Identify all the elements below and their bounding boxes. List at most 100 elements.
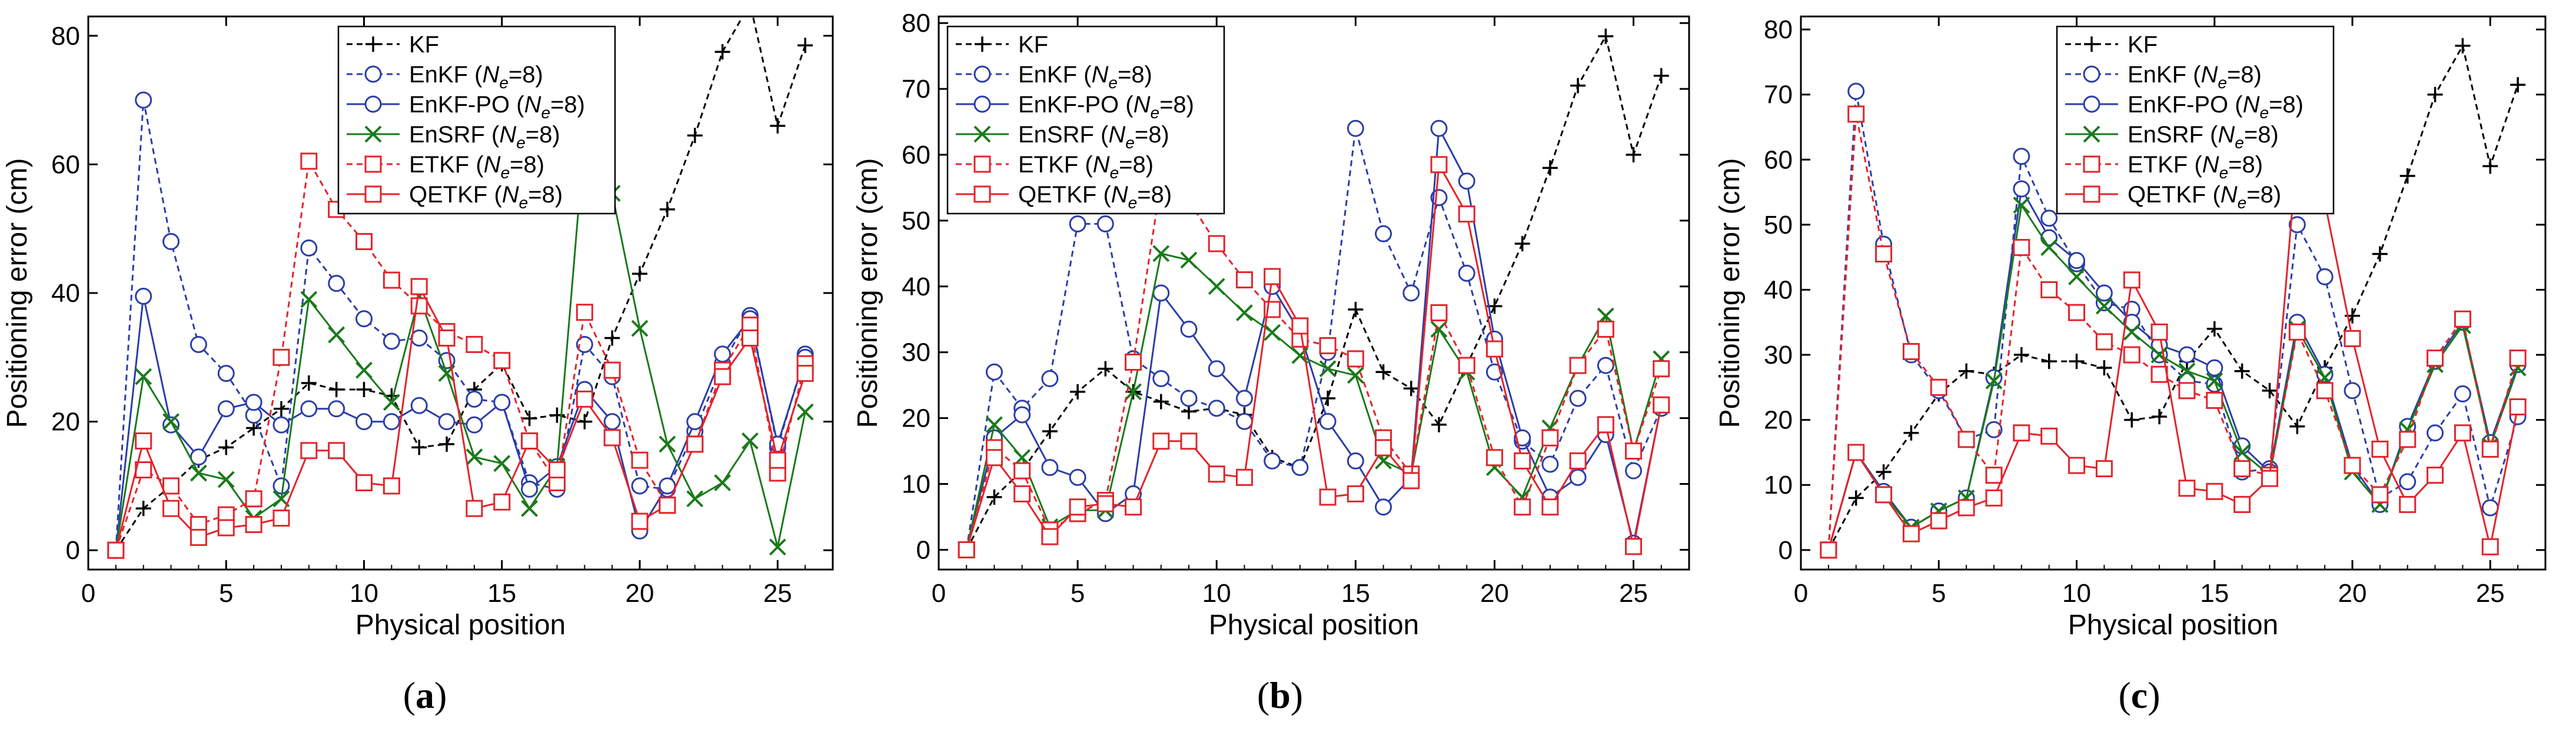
legend-subscript: e xyxy=(1125,134,1135,152)
x-tick-label: 0 xyxy=(932,579,946,608)
data-point-qetkf xyxy=(1319,488,1337,506)
legend-marker-enkf xyxy=(364,65,382,83)
data-point-qetkf xyxy=(1902,525,1920,542)
legend-symbol: N xyxy=(524,92,541,118)
data-point-qetkf xyxy=(958,541,975,558)
legend-label-name: EnKF ( xyxy=(409,62,483,88)
data-point-enkf xyxy=(1402,284,1420,302)
legend-label-suffix: =8) xyxy=(1135,122,1169,148)
legend-symbol: N xyxy=(2202,152,2219,178)
legend-label-suffix: =8) xyxy=(1137,182,1172,208)
legend-symbol: N xyxy=(1111,182,1128,208)
data-point-kf xyxy=(1542,160,1558,176)
data-point-qetkf xyxy=(2371,440,2389,458)
data-point-enkf-po xyxy=(300,400,318,418)
legend-symbol: N xyxy=(1093,152,1110,178)
data-point-enkf xyxy=(2013,148,2030,165)
data-point-ensrf xyxy=(383,394,400,411)
legend-symbol: N xyxy=(2221,182,2238,208)
data-point-etkf xyxy=(1347,350,1364,368)
data-point-etkf xyxy=(2509,349,2527,367)
legend-label-suffix: =8) xyxy=(2244,122,2279,148)
data-point-enkf-po xyxy=(1319,412,1337,430)
data-point-kf xyxy=(742,0,757,11)
data-point-etkf xyxy=(1569,357,1587,374)
data-point-enkf-po xyxy=(1347,452,1364,470)
data-point-qetkf xyxy=(2040,427,2058,445)
data-point-kf xyxy=(2510,77,2526,93)
data-point-qetkf xyxy=(769,451,786,469)
x-tick-label: 10 xyxy=(350,579,378,608)
legend-subscript: e xyxy=(541,104,550,122)
data-point-enkf xyxy=(2344,382,2361,400)
data-point-enkf-po xyxy=(1180,321,1198,338)
data-point-qetkf xyxy=(796,365,814,382)
x-tick-label: 15 xyxy=(487,579,516,608)
data-point-enkf xyxy=(1569,390,1587,407)
data-point-etkf xyxy=(2371,486,2389,504)
data-point-enkf-po xyxy=(135,287,152,305)
data-point-qetkf xyxy=(107,541,125,559)
data-point-etkf xyxy=(245,490,262,508)
data-point-enkf-po xyxy=(493,394,511,411)
legend-label-qetkf: QETKF (Ne=8) xyxy=(2128,182,2281,212)
data-point-kf xyxy=(2427,86,2443,102)
legend-label-enkf: EnKF (Ne=8) xyxy=(1018,62,1152,92)
data-point-enkf-po xyxy=(521,480,539,498)
legend-label-name: EnSRF ( xyxy=(409,122,500,148)
data-point-kf xyxy=(2206,321,2222,337)
data-point-ensrf xyxy=(659,435,676,453)
legend-label-enkf-po: EnKF-PO (Ne=8) xyxy=(1018,92,1194,122)
legend-label-suffix: =8) xyxy=(550,92,585,118)
series-line-kf xyxy=(965,34,1663,551)
series-line-enkf-po xyxy=(1827,186,2519,551)
data-point-enkf xyxy=(162,233,180,251)
data-point-qetkf xyxy=(162,500,180,517)
data-point-enkf-po xyxy=(1041,459,1059,477)
legend-symbol: N xyxy=(484,152,501,178)
data-point-qetkf xyxy=(2068,457,2086,474)
legend-label-name: ETKF ( xyxy=(409,152,484,178)
data-point-kf xyxy=(1042,424,1058,439)
y-tick-label: 70 xyxy=(902,75,930,104)
data-point-enkf xyxy=(2316,268,2334,285)
data-point-ensrf xyxy=(742,432,759,450)
data-point-enkf-po xyxy=(245,394,262,411)
data-point-ensrf xyxy=(2040,239,2058,257)
data-point-enkf-po xyxy=(1235,390,1253,407)
legend-subscript: e xyxy=(1150,104,1159,122)
legend-label-suffix: =8) xyxy=(510,152,544,178)
data-point-ensrf xyxy=(355,361,373,379)
y-tick-label: 40 xyxy=(51,279,80,308)
data-point-qetkf xyxy=(493,493,511,511)
data-point-kf xyxy=(135,501,151,517)
data-point-enkf-po xyxy=(2095,284,2113,302)
data-point-ensrf xyxy=(1236,304,1253,321)
data-point-kf xyxy=(1153,394,1169,410)
data-point-enkf-po xyxy=(659,477,676,495)
legend-marker-enkf xyxy=(973,65,991,83)
data-point-kf xyxy=(632,266,648,282)
data-point-qetkf xyxy=(438,329,456,347)
legend-label-name: EnKF ( xyxy=(2128,62,2201,88)
legend-label-name: EnKF ( xyxy=(1018,62,1092,88)
data-point-etkf xyxy=(1125,354,1142,371)
legend-marker-ensrf xyxy=(2083,125,2100,143)
data-point-enkf xyxy=(217,365,235,382)
legend-marker-qetkf xyxy=(973,185,991,203)
data-point-qetkf xyxy=(2454,424,2471,442)
data-point-kf xyxy=(1848,490,1864,506)
y-tick-label: 0 xyxy=(916,535,930,564)
data-point-qetkf xyxy=(1013,485,1031,502)
y-tick-label: 20 xyxy=(1764,406,1793,435)
data-point-kf xyxy=(439,436,455,452)
data-point-qetkf xyxy=(686,435,704,453)
data-point-qetkf xyxy=(272,510,290,527)
data-point-etkf xyxy=(2178,382,2196,400)
data-point-kf xyxy=(2289,418,2305,434)
legend-subscript: e xyxy=(1128,194,1138,212)
data-point-qetkf xyxy=(1264,268,1281,285)
legend-label-ensrf: EnSRF (Ne=8) xyxy=(1018,122,1169,152)
y-tick-label: 10 xyxy=(902,470,930,499)
legend-marker-ensrf xyxy=(973,125,991,143)
